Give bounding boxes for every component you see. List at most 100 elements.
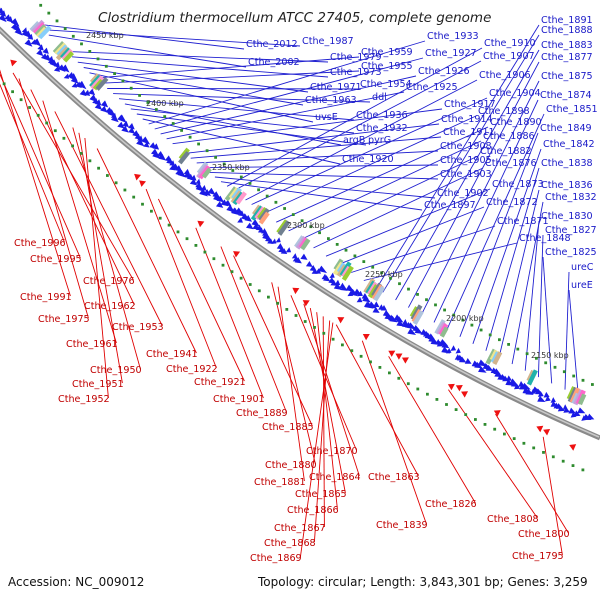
blue-gene-label[interactable]: uvsE [315, 112, 338, 123]
blue-gene-label[interactable]: Cthe_1959 [361, 47, 413, 58]
genome-backbone-highlight [0, 28, 600, 438]
blue-gene-label[interactable]: Cthe_1933 [427, 31, 479, 42]
blue-gene-label[interactable]: Cthe_1911 [443, 127, 495, 138]
blue-gene-label[interactable]: Cthe_1873 [492, 179, 544, 190]
forward-gene-arrow [317, 265, 328, 274]
blue-gene-label[interactable]: ureC [571, 262, 594, 273]
red-gene-label[interactable]: Cthe_1881 [254, 477, 306, 488]
blue-gene-label[interactable]: Cthe_1827 [545, 225, 597, 236]
blue-gene-label[interactable]: Cthe_1897 [424, 200, 476, 211]
blue-gene-label[interactable]: Cthe_1832 [545, 192, 597, 203]
red-gene-label[interactable]: Cthe_1863 [368, 472, 420, 483]
red-gene-label[interactable]: Cthe_1922 [166, 364, 218, 375]
red-gene-label[interactable]: Cthe_1795 [512, 551, 564, 562]
blue-gene-label[interactable]: Cthe_1907 [483, 51, 535, 62]
red-gene-label[interactable]: Cthe_1839 [376, 520, 428, 531]
red-gene-label[interactable]: Cthe_1869 [250, 553, 302, 564]
blue-gene-label[interactable]: pyrG [368, 135, 391, 146]
red-gene-label[interactable]: Cthe_1870 [306, 446, 358, 457]
blue-gene-label[interactable]: Cthe_1888 [541, 25, 593, 36]
red-gene-label[interactable]: Cthe_1808 [487, 514, 539, 525]
red-gene-label[interactable]: Cthe_1975 [38, 314, 90, 325]
blue-gene-label[interactable]: Cthe_1987 [302, 36, 354, 47]
blue-gene-label[interactable]: Cthe_1904 [489, 88, 541, 99]
blue-gene-label[interactable]: argB [343, 135, 365, 146]
blue-gene-label[interactable]: Cthe_1874 [540, 90, 592, 101]
blue-gene-label[interactable]: Cthe_1890 [490, 117, 542, 128]
red-gene-label[interactable]: Cthe_1953 [112, 322, 164, 333]
blue-gene-label[interactable]: Cthe_1886 [483, 131, 535, 142]
blue-gene-label[interactable]: Cthe_1917 [444, 99, 496, 110]
blue-gene-label[interactable]: Cthe_1914 [441, 114, 493, 125]
red-gene-label[interactable]: Cthe_1921 [194, 377, 246, 388]
red-gene-label[interactable]: Cthe_1867 [274, 523, 326, 534]
blue-gene-label[interactable]: ureE [571, 280, 593, 291]
blue-gene-label[interactable]: Cthe_1920 [342, 154, 394, 165]
blue-gene-label[interactable]: Cthe_1905 [440, 155, 492, 166]
red-gene-label[interactable]: Cthe_1865 [295, 489, 347, 500]
red-gene-label[interactable]: Cthe_1962 [84, 301, 136, 312]
red-gene-label[interactable]: Cthe_1800 [518, 529, 570, 540]
red-leader-line [271, 282, 316, 465]
red-gene-label[interactable]: Cthe_1941 [146, 349, 198, 360]
blue-gene-label[interactable]: Cthe_1971 [310, 82, 362, 93]
blue-gene-label[interactable]: Cthe_1955 [361, 61, 413, 72]
blue-gene-label[interactable]: Cthe_1979 [330, 52, 382, 63]
forward-gene-arrow [143, 141, 150, 148]
blue-gene-label[interactable]: Cthe_1925 [406, 82, 458, 93]
blue-gene-label[interactable]: Cthe_1871 [497, 216, 549, 227]
blue-gene-label[interactable]: Cthe_1973 [330, 67, 382, 78]
red-gene-label[interactable]: Cthe_1901 [213, 394, 265, 405]
blue-gene-label[interactable]: Cthe_1848 [519, 233, 571, 244]
blue-gene-label[interactable]: Cthe_1891 [541, 15, 593, 26]
red-gene-label[interactable]: Cthe_1996 [14, 238, 66, 249]
blue-gene-label[interactable]: Cthe_1954 [360, 79, 412, 90]
red-gene-label[interactable]: Cthe_1864 [309, 472, 361, 483]
red-gene-label[interactable]: Cthe_1866 [287, 505, 339, 516]
blue-gene-label[interactable]: Cthe_1876 [485, 158, 537, 169]
blue-gene-label[interactable]: Cthe_1836 [541, 180, 593, 191]
red-gene-label[interactable]: Cthe_1880 [265, 460, 317, 471]
blue-gene-label[interactable]: Cthe_1898 [478, 106, 530, 117]
red-gene-label[interactable]: Cthe_1995 [30, 254, 82, 265]
red-gene-label[interactable]: Cthe_1951 [72, 379, 124, 390]
blue-gene-label[interactable]: Cthe_1830 [541, 211, 593, 222]
red-gene-label[interactable]: Cthe_1991 [20, 292, 72, 303]
blue-gene-label[interactable]: Cthe_2002 [248, 57, 300, 68]
blue-gene-label[interactable]: Cthe_1882 [480, 146, 532, 157]
red-gene-label[interactable]: Cthe_1976 [83, 276, 135, 287]
blue-gene-label[interactable]: Cthe_1908 [440, 141, 492, 152]
red-gene-label[interactable]: Cthe_1950 [90, 365, 142, 376]
blue-gene-label[interactable]: Cthe_1936 [356, 110, 408, 121]
blue-gene-label[interactable]: Cthe_1849 [540, 123, 592, 134]
feature-block [412, 310, 424, 325]
blue-gene-label[interactable]: Cthe_1872 [486, 197, 538, 208]
blue-gene-label[interactable]: Cthe_1910 [484, 38, 536, 49]
blue-gene-label[interactable]: Cthe_1875 [541, 71, 593, 82]
red-gene-label[interactable]: Cthe_1885 [262, 422, 314, 433]
red-gene-label[interactable]: Cthe_1868 [264, 538, 316, 549]
red-gene-label[interactable]: Cthe_1826 [425, 499, 477, 510]
blue-gene-label[interactable]: Cthe_1842 [543, 139, 595, 150]
blue-gene-label[interactable]: Cthe_1825 [545, 247, 597, 258]
blue-gene-label[interactable]: Cthe_1932 [356, 123, 408, 134]
red-gene-label[interactable]: Cthe_1961 [66, 339, 118, 350]
blue-gene-label[interactable]: Cthe_1902 [437, 188, 489, 199]
blue-gene-label[interactable]: Cthe_1927 [425, 48, 477, 59]
marker-dot [239, 175, 243, 179]
marker-dot [257, 289, 261, 293]
marker-dot [397, 376, 401, 380]
blue-gene-label[interactable]: Cthe_1926 [418, 66, 470, 77]
red-gene-label[interactable]: Cthe_1952 [58, 394, 110, 405]
blue-gene-label[interactable]: Cthe_1903 [440, 169, 492, 180]
blue-gene-label[interactable]: Cthe_1906 [479, 70, 531, 81]
blue-gene-label[interactable]: Cthe_1851 [546, 104, 598, 115]
blue-gene-label[interactable]: Cthe_1963 [305, 95, 357, 106]
red-gene-label[interactable]: Cthe_1889 [236, 408, 288, 419]
blue-gene-label[interactable]: Cthe_2012 [246, 39, 298, 50]
blue-gene-label[interactable]: ddl [372, 92, 387, 103]
blue-gene-label[interactable]: Cthe_1838 [541, 158, 593, 169]
blue-gene-label[interactable]: Cthe_1877 [541, 52, 593, 63]
blue-gene-label[interactable]: Cthe_1883 [541, 40, 593, 51]
reverse-gene-arrow [197, 220, 205, 228]
